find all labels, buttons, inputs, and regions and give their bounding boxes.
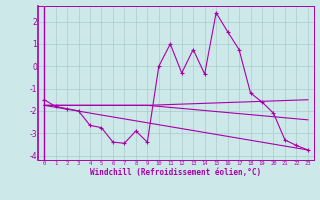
X-axis label: Windchill (Refroidissement éolien,°C): Windchill (Refroidissement éolien,°C): [91, 168, 261, 177]
